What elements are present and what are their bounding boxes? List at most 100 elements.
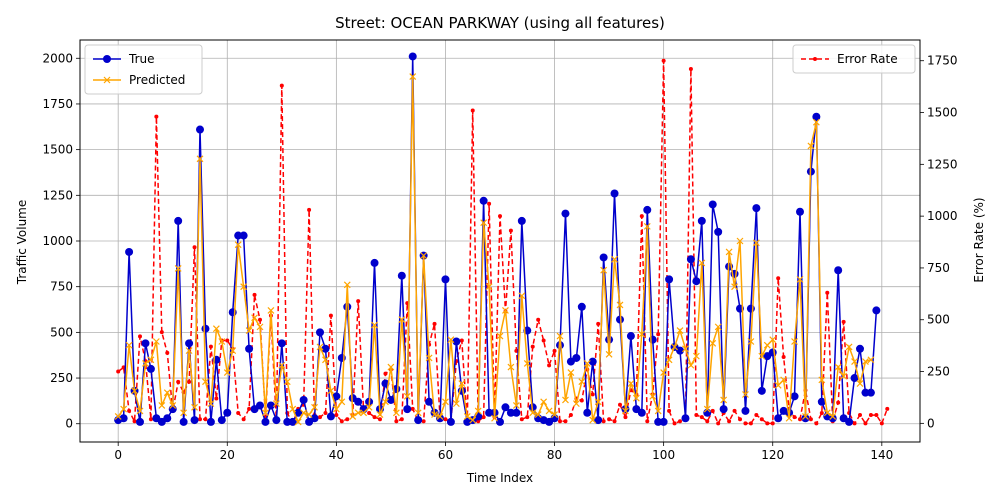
point-error-rate	[356, 299, 361, 304]
point-error-rate	[252, 292, 257, 297]
legend-frame	[84, 44, 203, 95]
point-true	[288, 417, 297, 426]
point-true	[354, 397, 363, 406]
point-predicted	[714, 323, 722, 331]
point-true	[223, 408, 232, 417]
point-predicted	[147, 356, 155, 364]
y2-axis-label: Error Rate (%)	[972, 197, 986, 282]
point-true	[174, 216, 183, 225]
point-predicted	[829, 412, 837, 420]
legend-marker-predicted	[103, 76, 111, 84]
point-true	[572, 353, 581, 362]
point-predicted	[343, 281, 351, 289]
point-predicted	[136, 407, 144, 415]
point-error-rate	[759, 417, 764, 422]
point-true	[681, 414, 690, 423]
point-predicted	[174, 264, 182, 272]
point-true	[496, 417, 504, 426]
point-error-rate	[727, 419, 732, 424]
point-true	[517, 216, 526, 225]
point-predicted	[763, 341, 771, 349]
point-true	[408, 52, 417, 61]
point-predicted	[567, 369, 575, 376]
point-error-rate	[208, 344, 213, 349]
point-error-rate	[154, 114, 159, 119]
y-tick-label: 1750	[42, 97, 73, 111]
point-true	[446, 417, 455, 426]
point-predicted	[425, 354, 433, 362]
point-error-rate	[601, 419, 606, 424]
point-true	[796, 207, 804, 216]
point-true	[850, 374, 859, 383]
point-predicted	[545, 407, 553, 415]
point-predicted	[796, 275, 804, 283]
point-error-rate	[132, 419, 137, 424]
point-predicted	[512, 402, 520, 409]
y2-tick-label: 750	[927, 261, 950, 275]
point-error-rate	[519, 417, 524, 422]
point-error-rate	[247, 406, 252, 411]
point-true	[196, 125, 204, 134]
point-true	[321, 344, 330, 353]
point-predicted	[234, 241, 242, 249]
point-predicted	[158, 402, 166, 409]
point-error-rate	[541, 338, 546, 343]
point-predicted	[240, 283, 248, 291]
x-tick-label: 40	[329, 448, 344, 462]
point-predicted	[540, 398, 548, 406]
x-tick-label: 120	[761, 448, 784, 462]
point-predicted	[551, 411, 558, 419]
point-error-rate	[258, 317, 262, 322]
x-tick-label: 80	[547, 448, 562, 462]
point-predicted	[267, 307, 275, 314]
point-error-rate	[716, 421, 721, 426]
point-predicted	[262, 409, 269, 417]
point-predicted	[867, 356, 875, 364]
point-true	[746, 304, 755, 313]
point-predicted	[791, 338, 798, 345]
axes: 0 20 40 60 80 100 120 140 0 250 500 750 1000 1250 1500…	[42, 51, 957, 462]
plot-series	[114, 52, 890, 426]
point-error-rate	[536, 317, 541, 322]
point-predicted	[163, 389, 171, 397]
y2-tick-label: 0	[927, 416, 935, 430]
point-true	[256, 401, 264, 410]
point-predicted	[392, 409, 400, 417]
point-true	[659, 417, 668, 426]
point-error-rate	[176, 379, 181, 384]
point-error-rate	[372, 415, 377, 420]
point-error-rate	[214, 396, 219, 401]
point-predicted	[387, 363, 395, 371]
point-predicted	[420, 252, 428, 260]
point-predicted	[316, 343, 324, 351]
point-predicted	[692, 352, 700, 360]
point-predicted	[534, 411, 542, 419]
point-predicted	[289, 405, 297, 413]
point-error-rate	[885, 406, 890, 411]
point-error-rate	[738, 417, 742, 422]
point-error-rate	[198, 417, 202, 422]
point-true	[326, 412, 335, 421]
point-error-rate	[596, 321, 601, 326]
point-predicted	[442, 398, 449, 406]
point-true	[599, 253, 608, 262]
point-predicted	[856, 380, 864, 387]
point-error-rate	[868, 413, 873, 418]
point-true	[397, 271, 406, 280]
point-predicted	[556, 332, 564, 340]
point-error-rate	[694, 413, 699, 418]
point-predicted	[458, 380, 466, 387]
point-predicted	[223, 369, 231, 376]
point-true	[332, 392, 341, 401]
point-true	[136, 417, 144, 426]
point-error-rate	[432, 321, 437, 326]
point-predicted	[807, 142, 815, 150]
point-true	[665, 275, 674, 284]
point-true	[185, 339, 194, 348]
point-predicted	[142, 360, 149, 367]
point-predicted	[403, 392, 411, 400]
point-predicted	[283, 378, 291, 386]
point-true	[266, 401, 275, 410]
